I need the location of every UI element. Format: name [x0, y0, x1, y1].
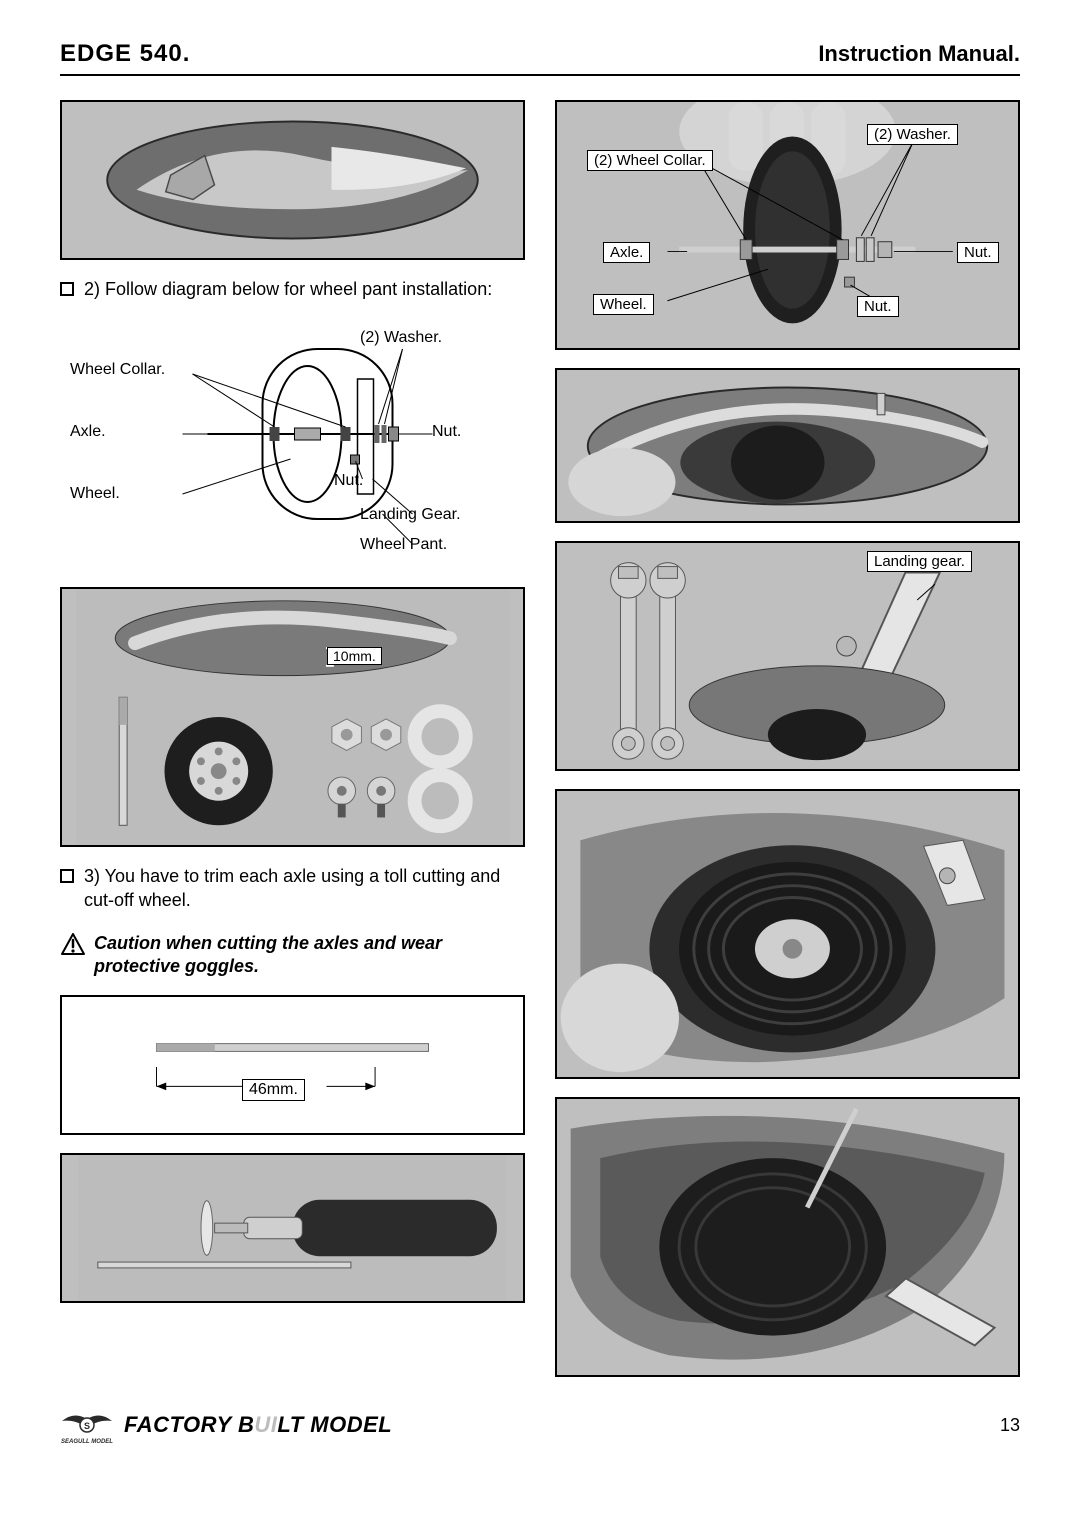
label-wheel-pant: Wheel Pant.: [360, 536, 447, 554]
seagull-logo-icon: S SEAGULL MODEL: [60, 1405, 114, 1445]
checkbox-icon: [60, 869, 74, 883]
label-r-nut1: Nut.: [957, 242, 999, 263]
step-2: 2) Follow diagram below for wheel pant i…: [60, 278, 525, 301]
label-nut2: Nut.: [334, 472, 363, 490]
svg-text:S: S: [84, 1421, 90, 1431]
fig-wheel-pant-top: [60, 100, 525, 260]
page-number: 13: [1000, 1415, 1020, 1436]
fig-wrenches-gear: Landing gear.: [555, 541, 1020, 771]
page-footer: S SEAGULL MODEL FACTORY BUILT MODEL 13: [60, 1405, 1020, 1445]
label-landing-gear: Landing Gear.: [360, 506, 461, 524]
label-46mm: 46mm.: [242, 1079, 305, 1101]
left-column: 2) Follow diagram below for wheel pant i…: [60, 100, 525, 1377]
step-2-text: 2) Follow diagram below for wheel pant i…: [84, 278, 492, 301]
label-r-wheel-collar: (2) Wheel Collar.: [587, 150, 713, 171]
caution-row: Caution when cutting the axles and wear …: [60, 932, 525, 977]
brand-mid: UI: [254, 1412, 277, 1437]
fig-axle-46mm: 46mm.: [60, 995, 525, 1135]
label-10mm: 10mm.: [327, 647, 382, 665]
page-header: EDGE 540. Instruction Manual.: [60, 40, 1020, 76]
caution-text: Caution when cutting the axles and wear …: [94, 932, 525, 977]
svg-text:SEAGULL MODEL: SEAGULL MODEL: [61, 1439, 113, 1445]
right-column: (2) Wheel Collar. Axle. Wheel. (2) Washe…: [555, 100, 1020, 1377]
fig-pant-with-wheel: [555, 368, 1020, 523]
fig-tighten-view: [555, 1097, 1020, 1377]
fig-parts-layout: 10mm.: [60, 587, 525, 847]
step-3: 3) You have to trim each axle using a to…: [60, 865, 525, 912]
content-columns: 2) Follow diagram below for wheel pant i…: [60, 100, 1020, 1377]
fig-rotary-cut: [60, 1153, 525, 1303]
label-washer2: (2) Washer.: [360, 329, 442, 347]
fig-close-wheel-pant: [555, 789, 1020, 1079]
label-r-wheel: Wheel.: [593, 294, 654, 315]
label-r-axle: Axle.: [603, 242, 650, 263]
brand-pre: FACTORY B: [124, 1412, 254, 1437]
label-nut1: Nut.: [432, 423, 461, 441]
wheel-pant-diagram: Wheel Collar. Axle. Wheel. (2) Washer. N…: [60, 319, 525, 569]
header-left: EDGE 540.: [60, 40, 190, 68]
checkbox-icon: [60, 282, 74, 296]
warning-icon: [60, 932, 86, 956]
fig-wheel-assembly-hand: (2) Wheel Collar. Axle. Wheel. (2) Washe…: [555, 100, 1020, 350]
label-r-nut2: Nut.: [857, 296, 899, 317]
label-wheel-collar: Wheel Collar.: [70, 361, 165, 379]
factory-built-text: FACTORY BUILT MODEL: [124, 1412, 392, 1438]
step-3-text: 3) You have to trim each axle using a to…: [84, 865, 525, 912]
footer-left: S SEAGULL MODEL FACTORY BUILT MODEL: [60, 1405, 392, 1445]
label-landing-gear-box: Landing gear.: [867, 551, 972, 572]
label-wheel: Wheel.: [70, 485, 120, 503]
label-r-washer: (2) Washer.: [867, 124, 958, 145]
header-right: Instruction Manual.: [818, 41, 1020, 67]
brand-post: LT MODEL: [277, 1412, 392, 1437]
label-axle: Axle.: [70, 423, 106, 441]
